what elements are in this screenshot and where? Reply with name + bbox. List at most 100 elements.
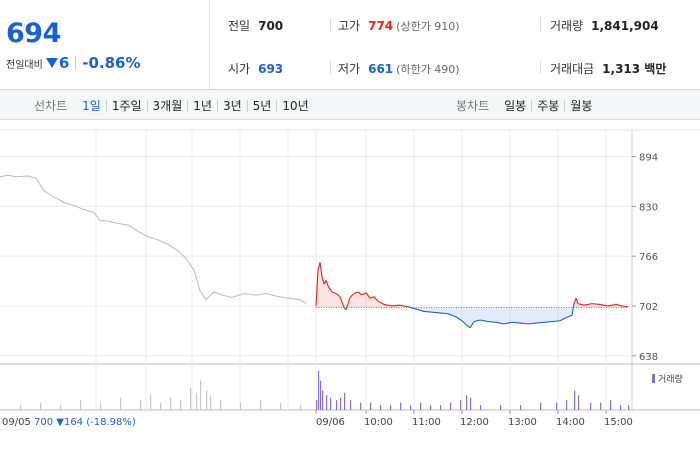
today-line-segment-50 <box>583 303 593 306</box>
volume-bar-25 <box>326 395 328 410</box>
area-segment-25 <box>424 307 432 313</box>
today-line-segment-17 <box>369 296 375 299</box>
candle-period-option-1[interactable]: 주봉 <box>532 99 566 112</box>
y-tick-label-1: 830 <box>639 202 658 213</box>
stat-low: 저가 661 (하한가 490) <box>338 60 460 77</box>
volume-bar-23 <box>320 380 322 410</box>
area-segment-38 <box>512 307 520 324</box>
today-line-segment-28 <box>447 313 457 318</box>
today-line-segment-2 <box>319 262 323 277</box>
y-tick-label-4: 638 <box>639 352 658 363</box>
stat-label: 거래량 <box>550 19 584 33</box>
divider <box>540 61 541 74</box>
quote-header: 694 전일대비 6 -0.86% 전일 700 고가 774 (상한가 910) 거… <box>0 0 700 90</box>
today-line-segment-41 <box>535 321 545 324</box>
volume-bar-24 <box>322 390 324 410</box>
line-period-group: 1일 1주일 3개월 1년 3년 5년 10년 <box>77 98 314 113</box>
line-period-option-3[interactable]: 1년 <box>188 99 218 112</box>
today-line-segment-34 <box>479 319 489 323</box>
prev-day-line <box>0 174 307 305</box>
candle-period-group: 일봉 주봉 월봉 <box>499 98 597 113</box>
volume-bar-49 <box>566 400 568 410</box>
volume-bar-54 <box>610 400 612 410</box>
volume-bar-5 <box>120 397 122 410</box>
volume-bar-13 <box>200 380 202 410</box>
price-change: 전일대비 6 -0.86% <box>6 54 141 72</box>
volume-bar-28 <box>340 397 342 410</box>
x-tick-label-1: 10:00 <box>364 417 393 428</box>
stat-value: 693 <box>258 62 284 76</box>
volume-bar-15 <box>210 395 212 410</box>
today-line-segment-31 <box>465 324 471 329</box>
today-line-segment-8 <box>335 293 341 298</box>
area-segment-36 <box>496 307 504 324</box>
candle-period-option-2[interactable]: 월봉 <box>570 98 593 113</box>
stat-value: 700 <box>258 19 284 33</box>
today-line-segment-27 <box>439 312 449 315</box>
area-segment-16 <box>366 292 370 308</box>
area-segment-13 <box>354 291 358 308</box>
today-line-segment-26 <box>431 311 441 314</box>
line-period-option-2[interactable]: 3개월 <box>148 99 189 112</box>
area-segment-45 <box>566 307 572 318</box>
volume-bar-43 <box>470 397 472 410</box>
volume-bar-45 <box>500 405 502 410</box>
today-line-segment-49 <box>577 303 585 306</box>
area-segment-7 <box>332 291 336 308</box>
candle-chart-label: 봉차트 <box>456 99 490 113</box>
area-segment-8 <box>336 293 340 308</box>
volume-bar-33 <box>380 405 382 410</box>
today-line-segment-30 <box>461 320 467 326</box>
volume-bar-48 <box>556 402 558 410</box>
x-tick-label-5: 14:00 <box>556 417 585 428</box>
today-line-segment-29 <box>455 316 463 322</box>
volume-bar-17 <box>240 402 242 410</box>
area-segment-26 <box>432 307 440 313</box>
volume-bar-16 <box>220 400 222 410</box>
y-tick-label-3: 702 <box>639 302 658 313</box>
line-period-option-6[interactable]: 10년 <box>282 98 309 113</box>
today-line-segment-54 <box>615 303 623 307</box>
today-line-segment-11 <box>345 297 351 311</box>
today-line-segment-0 <box>315 270 319 307</box>
line-period-option-4[interactable]: 3년 <box>218 99 248 112</box>
area-segment-15 <box>362 292 366 308</box>
volume-bar-10 <box>180 400 182 410</box>
today-line-segment-33 <box>473 319 481 323</box>
volume-bar-37 <box>420 402 422 410</box>
candle-period-option-0[interactable]: 일봉 <box>499 99 533 112</box>
stat-label: 저가 <box>338 62 361 76</box>
today-line-segment-37 <box>503 321 513 325</box>
today-line-segment-6 <box>327 285 333 293</box>
line-period-option-5[interactable]: 5년 <box>248 99 278 112</box>
stat-label: 고가 <box>338 19 361 33</box>
area-segment-41 <box>536 307 544 324</box>
today-line-segment-14 <box>357 291 363 296</box>
today-line-segment-40 <box>527 322 537 325</box>
line-period-option-0[interactable]: 1일 <box>77 99 107 112</box>
today-line-segment-21 <box>391 304 401 307</box>
stat-value: 661 <box>368 62 394 76</box>
change-label: 전일대비 <box>6 59 43 71</box>
today-line-segment-44 <box>559 317 567 322</box>
current-price: 694 <box>6 18 61 49</box>
today-line-segment-48 <box>575 297 579 304</box>
area-segment-39 <box>520 307 528 324</box>
change-percent: -0.86% <box>82 54 141 72</box>
volume-bar-50 <box>574 390 576 410</box>
stat-prev-close: 전일 700 <box>228 17 283 34</box>
today-line-segment-43 <box>551 320 561 323</box>
volume-bar-27 <box>336 400 338 410</box>
today-line-segment-18 <box>373 296 379 302</box>
line-chart-label: 선차트 <box>34 99 68 113</box>
volume-bar-8 <box>160 402 162 410</box>
line-period-option-1[interactable]: 1주일 <box>107 99 148 112</box>
volume-legend-label: 거래량 <box>658 373 683 385</box>
area-segment-49 <box>578 303 584 308</box>
divider <box>330 18 331 31</box>
x-tick-label-6: 15:00 <box>604 417 633 428</box>
volume-bar-41 <box>460 400 462 410</box>
volume-bar-32 <box>370 402 372 410</box>
y-tick-label-2: 766 <box>639 252 658 263</box>
volume-bar-55 <box>620 405 622 410</box>
